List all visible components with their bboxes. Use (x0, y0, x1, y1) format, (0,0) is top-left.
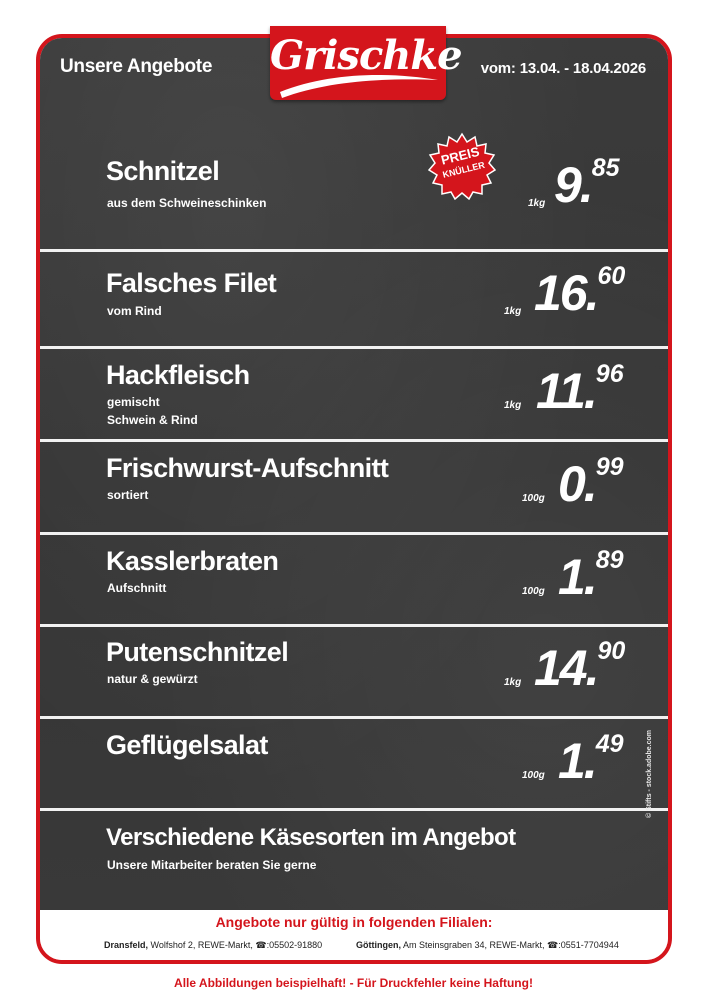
price-cents: 99 (595, 453, 624, 481)
item-name: Kasslerbraten (106, 546, 279, 576)
price-cents: 85 (591, 154, 620, 182)
divider (40, 346, 668, 349)
item-name: Schnitzel (106, 156, 220, 186)
chalkboard: Unsere Angebote vom: 13.04. - 18.04.2026… (40, 38, 668, 910)
item-name: Falsches Filet (106, 268, 277, 298)
offer-item: Putenschnitzel natur & gewürzt 1kg 14.90 (40, 637, 668, 727)
cheese-offer-description: Unsere Mitarbeiter beraten Sie gerne (107, 858, 317, 872)
item-unit: 100g (522, 770, 545, 781)
offer-item: Hackfleisch gemischt Schwein & Rind 1kg … (40, 360, 668, 450)
swoosh-icon (280, 75, 438, 98)
item-name: Frischwurst-Aufschnitt (106, 453, 389, 483)
footer-title: Angebote nur gültig in folgenden Filiale… (215, 914, 493, 930)
divider (40, 808, 668, 811)
item-price: 1.89 (558, 548, 624, 605)
item-unit: 1kg (528, 198, 546, 209)
branch-address: Wolfshof 2, REWE-Markt, ☎:05502-91880 (148, 940, 323, 950)
item-unit: 1kg (504, 677, 522, 688)
item-description: vom Rind (107, 304, 162, 318)
item-price: 14.90 (534, 639, 625, 696)
item-price: 16.60 (534, 264, 625, 321)
offer-item: Frischwurst-Aufschnitt sortiert 100g 0.9… (40, 453, 668, 543)
item-unit: 1kg (504, 400, 522, 411)
price-main: 14. (534, 640, 600, 696)
divider (40, 439, 668, 442)
price-cents: 96 (595, 360, 624, 388)
item-unit: 100g (522, 586, 545, 597)
starburst-icon (427, 132, 497, 201)
branch-city: Dransfeld, (104, 940, 149, 950)
price-cents: 60 (597, 262, 626, 290)
item-description: aus dem Schweineschinken (107, 196, 267, 210)
divider (40, 532, 668, 535)
item-price: 9.85 (554, 156, 620, 213)
price-main: 16. (534, 265, 600, 321)
cheese-offer-title: Verschiedene Käsesorten im Angebot (106, 824, 516, 851)
item-price: 11.96 (536, 362, 624, 419)
item-price: 0.99 (558, 455, 624, 512)
divider (40, 716, 668, 719)
brand-logo: Grischke (270, 26, 463, 100)
image-credit: © Stifts - stock.adobe.com (646, 729, 653, 818)
item-price: 1.49 (558, 732, 624, 789)
price-cents: 89 (595, 546, 624, 574)
brand-name: Grischke (270, 32, 463, 79)
header-date-range: vom: 13.04. - 18.04.2026 (480, 60, 647, 77)
offer-item: Falsches Filet vom Rind 1kg 16.60 (40, 264, 668, 358)
branch-goettingen: Göttingen, Am Steinsgraben 34, REWE-Mark… (356, 940, 619, 951)
item-description-2: Schwein & Rind (107, 413, 198, 427)
header-title: Unsere Angebote (60, 56, 213, 77)
item-description: natur & gewürzt (107, 672, 198, 686)
branch-city: Göttingen, (356, 940, 401, 950)
price-cents: 90 (597, 637, 626, 665)
item-description: Aufschnitt (107, 581, 167, 595)
divider (40, 624, 668, 627)
item-description: gemischt (107, 395, 160, 409)
price-main: 11. (536, 363, 598, 419)
offer-item: Geflügelsalat 100g 1.49 (40, 730, 668, 820)
item-unit: 1kg (504, 306, 522, 317)
item-description: sortiert (107, 488, 149, 502)
disclaimer: Alle Abbildungen beispielhaft! - Für Dru… (174, 976, 533, 990)
price-main: 1. (558, 549, 598, 605)
branch-dransfeld: Dransfeld, Wolfshof 2, REWE-Markt, ☎:055… (104, 940, 322, 951)
item-name: Geflügelsalat (106, 730, 268, 760)
offer-poster: Unsere Angebote vom: 13.04. - 18.04.2026… (36, 34, 672, 964)
offer-item: Schnitzel aus dem Schweineschinken 1kg 9… (40, 156, 668, 246)
price-main: 9. (554, 157, 594, 213)
price-cents: 49 (595, 730, 624, 758)
price-main: 0. (558, 456, 598, 512)
price-main: 1. (558, 733, 598, 789)
item-unit: 100g (522, 493, 545, 504)
item-name: Hackfleisch (106, 360, 250, 390)
item-name: Putenschnitzel (106, 637, 289, 667)
offer-item: Kasslerbraten Aufschnitt 100g 1.89 (40, 546, 668, 636)
branch-address: Am Steinsgraben 34, REWE-Markt, ☎:0551-7… (401, 940, 619, 950)
price-badge: PREIS KNÜLLER (427, 132, 497, 201)
branch-footer: Angebote nur gültig in folgenden Filiale… (40, 910, 668, 960)
divider (40, 249, 668, 252)
